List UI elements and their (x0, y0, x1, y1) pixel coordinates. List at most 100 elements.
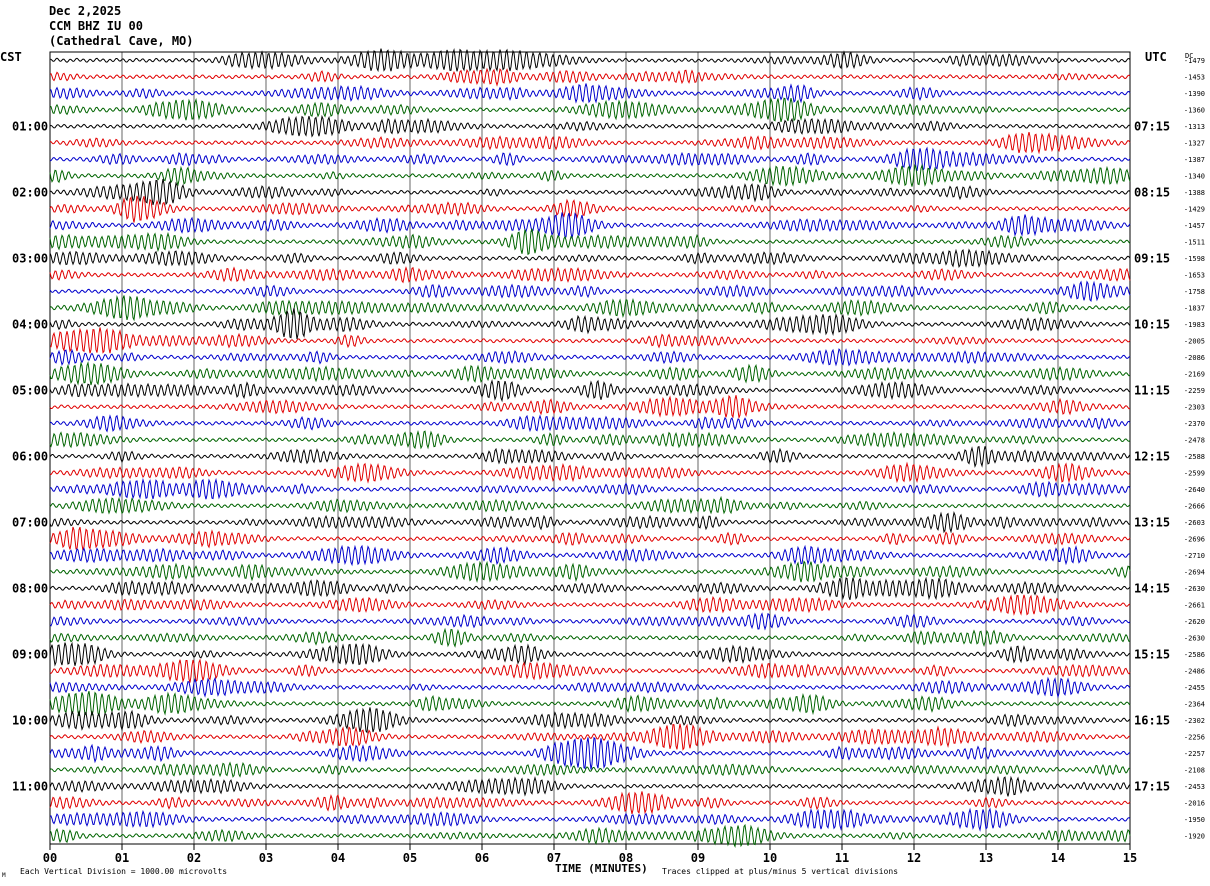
x-tick-label: 02 (187, 851, 201, 865)
right-hour-label: 15:15 (1134, 647, 1170, 661)
dc-offset-label: -1479 (1184, 57, 1205, 65)
dc-offset-label: -2666 (1184, 502, 1205, 510)
dc-offset-label: -2630 (1184, 585, 1205, 593)
dc-offset-label: -1453 (1184, 73, 1205, 81)
seismic-trace-row (49, 248, 1131, 268)
x-tick-label: 05 (403, 851, 417, 865)
seismic-trace-row (49, 163, 1131, 187)
right-hour-label: 10:15 (1134, 317, 1170, 331)
dc-offset-label: -2364 (1184, 700, 1205, 708)
dc-offset-label: -1950 (1184, 816, 1205, 824)
dc-offset-label: -2303 (1184, 403, 1205, 411)
seismic-trace-row (49, 612, 1131, 631)
x-tick-label: 15 (1123, 851, 1137, 865)
dc-offset-label: -2256 (1184, 733, 1205, 741)
seismic-trace-row (49, 83, 1131, 104)
dc-header: DC (1185, 52, 1193, 60)
dc-offset-label: -2586 (1184, 651, 1205, 659)
dc-offset-label: -1653 (1184, 271, 1205, 279)
dc-offset-label: -2478 (1184, 436, 1205, 444)
seismic-trace-row (49, 146, 1131, 172)
x-tick-label: 10 (763, 851, 777, 865)
dc-offset-label: -2455 (1184, 684, 1205, 692)
right-hour-label: 14:15 (1134, 581, 1170, 595)
dc-offset-label: -1313 (1184, 123, 1205, 131)
left-hour-label: 04:00 (12, 317, 48, 331)
seismic-trace-row (49, 132, 1131, 155)
dc-offset-label: -2603 (1184, 519, 1205, 527)
seismic-trace-row (49, 707, 1131, 734)
seismic-trace-row (49, 526, 1131, 551)
seismic-trace-row (49, 266, 1131, 284)
left-timezone-label: CST (0, 50, 22, 64)
seismic-trace-row (49, 327, 1131, 354)
scale-note: Each Vertical Division = 1000.00 microvo… (20, 867, 228, 876)
seismic-trace-row (49, 495, 1131, 515)
dc-offset-label: -2710 (1184, 552, 1205, 560)
dc-offset-label: -2453 (1184, 783, 1205, 791)
seismic-trace-row (49, 414, 1131, 433)
seismic-trace-row (49, 775, 1131, 797)
seismic-trace-row (49, 627, 1131, 648)
dc-offset-label: -2588 (1184, 453, 1205, 461)
x-tick-label: 13 (979, 851, 993, 865)
x-axis-title: TIME (MINUTES) (555, 862, 648, 875)
dc-offset-label: -1758 (1184, 288, 1205, 296)
right-hour-label: 11:15 (1134, 383, 1170, 397)
station-location: (Cathedral Cave, MO) (49, 34, 194, 48)
x-tick-label: 12 (907, 851, 921, 865)
dc-offset-label: -2486 (1184, 667, 1205, 675)
right-hour-label: 07:15 (1134, 119, 1170, 133)
dc-offset-label: -2005 (1184, 337, 1205, 345)
dc-offset-label: -2696 (1184, 535, 1205, 543)
x-tick-label: 06 (475, 851, 489, 865)
x-tick-label: 00 (43, 851, 57, 865)
seismic-trace-row (49, 114, 1131, 138)
seismic-trace-row (49, 676, 1131, 699)
seismic-trace-row (49, 691, 1131, 717)
right-timezone-label: UTC (1145, 50, 1167, 64)
dc-offset-label: -1388 (1184, 189, 1205, 197)
x-tick-label: 14 (1051, 851, 1065, 865)
dc-offset-label: -2661 (1184, 601, 1205, 609)
station-code: CCM BHZ IU 00 (49, 19, 143, 33)
seismic-trace-row (49, 67, 1131, 87)
seismic-trace-row (49, 97, 1131, 123)
seismic-trace-row (49, 658, 1131, 683)
seismic-trace-row (49, 429, 1131, 450)
seismic-trace-row (49, 823, 1131, 849)
seismic-trace-row (49, 379, 1131, 403)
dc-offset-label: -1511 (1184, 238, 1205, 246)
dc-offset-label: -1340 (1184, 172, 1205, 180)
dc-offset-label: -2086 (1184, 354, 1205, 362)
left-hour-label: 06:00 (12, 449, 48, 463)
seismic-trace-row (49, 195, 1131, 223)
right-hour-label: 12:15 (1134, 449, 1170, 463)
dc-offset-label: -1360 (1184, 106, 1205, 114)
left-hour-label: 01:00 (12, 119, 48, 133)
dc-offset-label: -2259 (1184, 387, 1205, 395)
seismic-trace-row (49, 178, 1131, 206)
left-hour-label: 10:00 (12, 713, 48, 727)
right-hour-label: 09:15 (1134, 251, 1170, 265)
seismic-trace-row (49, 477, 1131, 500)
dc-offset-label: -2108 (1184, 766, 1205, 774)
left-hour-label: 08:00 (12, 581, 48, 595)
dc-offset-label: -2599 (1184, 469, 1205, 477)
seismic-trace-row (49, 445, 1131, 469)
seismic-trace-row (49, 594, 1131, 616)
left-hour-label: 07:00 (12, 515, 48, 529)
dc-offset-label: -2370 (1184, 420, 1205, 428)
seismic-trace-row (49, 48, 1131, 73)
dc-offset-label: -2640 (1184, 486, 1205, 494)
x-tick-label: 09 (691, 851, 705, 865)
seismic-trace-row (49, 807, 1131, 832)
right-hour-label: 17:15 (1134, 779, 1170, 793)
dc-offset-label: -1390 (1184, 90, 1205, 98)
x-tick-label: 03 (259, 851, 273, 865)
plot-date: Dec 2,2025 (49, 4, 122, 18)
dc-offset-label: -1457 (1184, 222, 1205, 230)
dc-offset-label: -2302 (1184, 717, 1205, 725)
dc-offset-label: -2257 (1184, 750, 1205, 758)
